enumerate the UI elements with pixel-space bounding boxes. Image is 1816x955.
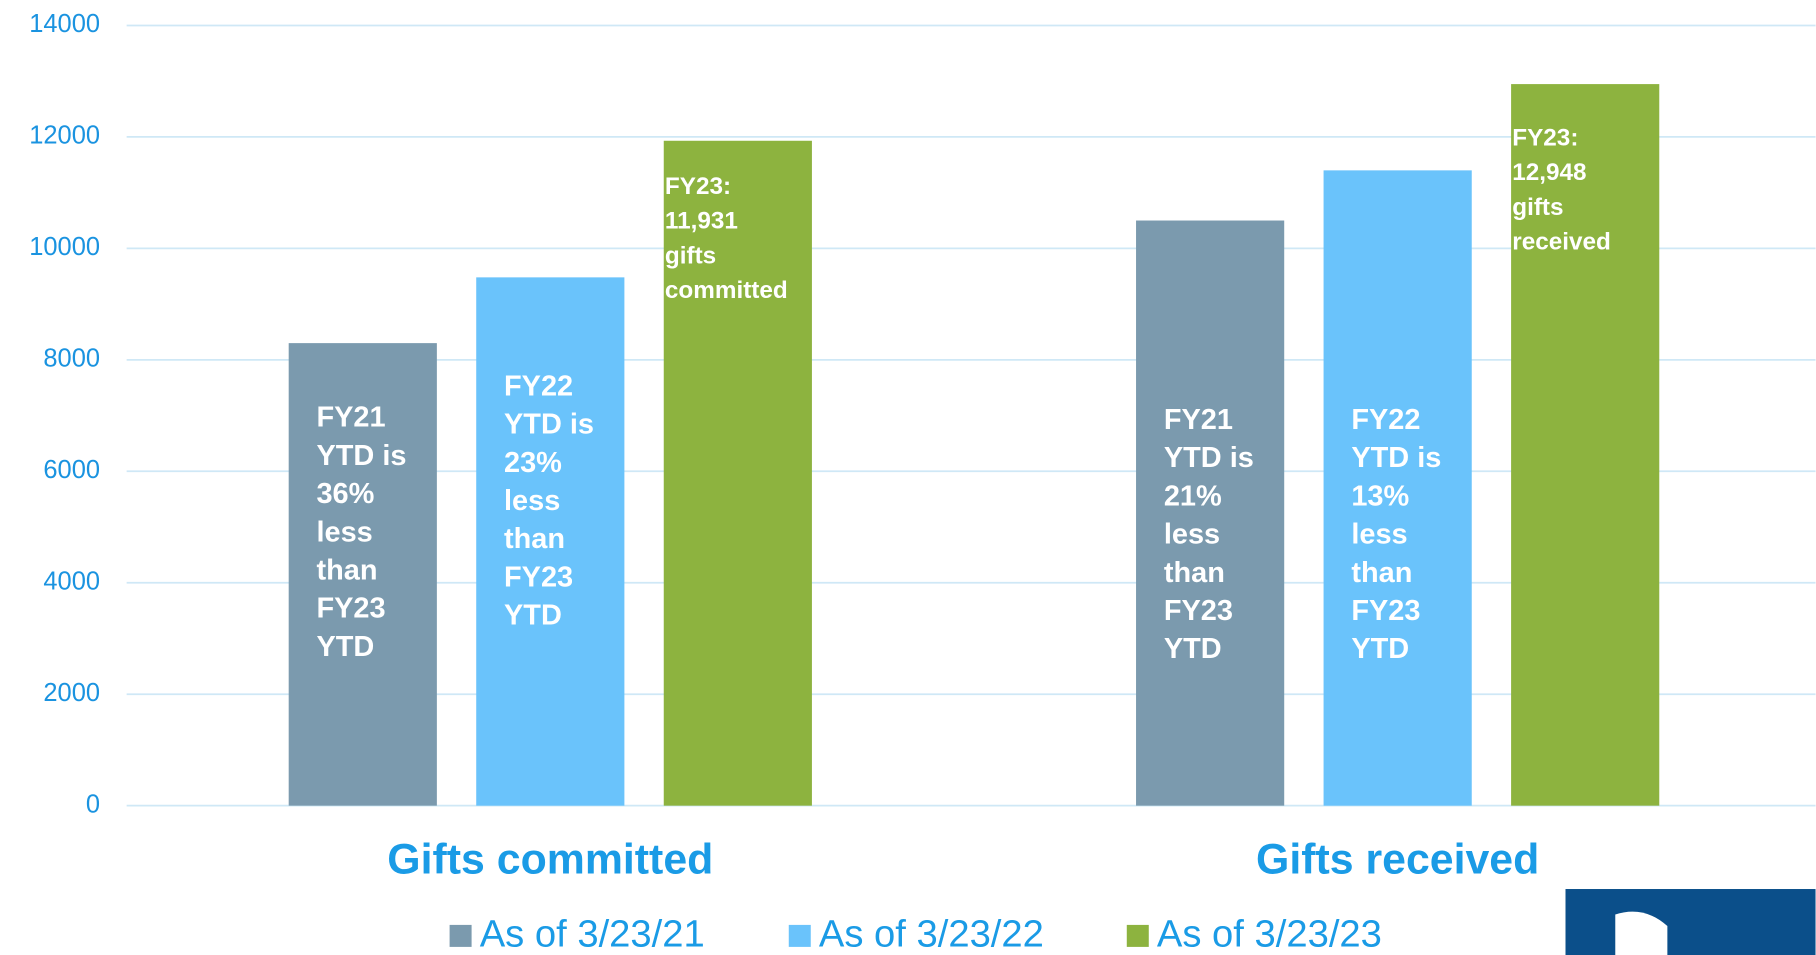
bar-label: less — [504, 485, 560, 517]
x-tick-label: Gifts received — [1256, 836, 1539, 884]
bar-label: less — [1351, 519, 1407, 551]
bar-label: 21% — [1164, 480, 1222, 512]
bar — [476, 277, 625, 806]
bar-label: FY23 — [316, 593, 385, 625]
bar — [1511, 84, 1660, 806]
bar-label: than — [1164, 557, 1225, 589]
bar-label: 11,931 — [665, 208, 738, 235]
legend-label: As of 3/23/22 — [819, 913, 1044, 955]
bar-label: YTD is — [1164, 442, 1254, 474]
y-tick-label: 12000 — [29, 122, 100, 150]
legend-swatch — [1126, 924, 1149, 947]
bar-label: YTD is — [504, 409, 594, 441]
bar-label: FY22 — [1351, 404, 1420, 436]
bar — [1136, 220, 1285, 806]
bar — [663, 140, 812, 806]
legend-swatch — [449, 924, 472, 947]
logo-box — [1565, 889, 1816, 955]
x-tick-label: Gifts committed — [387, 836, 713, 884]
bar-label: 36% — [316, 478, 374, 510]
legend-swatch — [788, 924, 811, 947]
bar-label: YTD — [1164, 633, 1222, 665]
bar-label: FY23 — [1164, 595, 1233, 627]
bar — [288, 343, 437, 806]
bar-label: than — [316, 554, 377, 586]
y-tick-label: 8000 — [43, 345, 100, 373]
legend-label: As of 3/23/21 — [480, 913, 705, 955]
bar-label: gifts — [665, 242, 716, 269]
y-tick-label: 6000 — [43, 456, 100, 484]
bar-label: FY21 — [1164, 404, 1233, 436]
bar — [1323, 170, 1472, 806]
bar-label: FY21 — [316, 402, 385, 434]
legend-label: As of 3/23/23 — [1157, 913, 1382, 955]
bar-label: less — [1164, 519, 1220, 551]
y-tick-label: 10000 — [29, 233, 100, 261]
bar-label: YTD — [504, 600, 562, 632]
bar-label: YTD is — [1351, 442, 1441, 474]
bar-label: YTD — [1351, 633, 1409, 665]
bar-label: FY23 — [1351, 595, 1420, 627]
y-tick-label: 0 — [86, 790, 100, 818]
bar-label: FY23: — [1512, 124, 1578, 151]
bar-label: than — [504, 523, 565, 555]
bar-label: YTD is — [316, 440, 406, 472]
y-tick-label: 14000 — [29, 10, 100, 38]
bar-label: YTD — [316, 631, 374, 663]
bar-label: FY23 — [504, 561, 573, 593]
logo-icon — [1615, 911, 1668, 955]
y-tick-label: 2000 — [43, 679, 100, 707]
bar-label: FY23: — [665, 173, 731, 200]
bar-label: FY22 — [504, 370, 573, 402]
logo — [1565, 889, 1816, 955]
bar-label: received — [1512, 229, 1611, 256]
bar-label: 23% — [504, 447, 562, 479]
bar-label: gifts — [1512, 194, 1563, 221]
bar-label: committed — [665, 277, 788, 304]
bar-label: less — [316, 516, 372, 548]
bar-label: 13% — [1351, 480, 1409, 512]
bar-label: 12,948 — [1512, 159, 1586, 186]
y-tick-label: 4000 — [43, 567, 100, 595]
bar-label: than — [1351, 557, 1412, 589]
